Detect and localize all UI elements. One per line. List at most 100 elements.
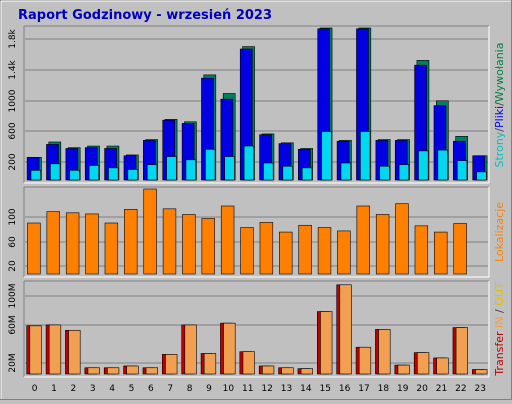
bar-transfer-out xyxy=(165,354,178,375)
x-tick-label: 6 xyxy=(148,384,154,394)
y-tick-label: 20M xyxy=(8,353,18,372)
y-tick-label: 60 xyxy=(8,236,18,248)
bar-strony xyxy=(108,167,119,181)
bar-transfer-out xyxy=(223,322,236,375)
bar-transfer-out xyxy=(29,325,42,375)
side-label-part: IN xyxy=(493,316,506,331)
x-tick-label: 14 xyxy=(300,384,312,394)
side-label-part: / xyxy=(493,128,506,132)
x-tick-label: 3 xyxy=(90,384,96,394)
x-tick-label: 1 xyxy=(51,384,57,394)
bar-strony xyxy=(185,159,196,181)
side-label-part: Strony xyxy=(493,131,506,167)
panel-2: 20 60 100 xyxy=(8,186,490,278)
bar-lokalizacje xyxy=(104,222,119,275)
x-tick-label: 5 xyxy=(129,384,135,394)
y-tick-label: 1000 xyxy=(8,89,18,112)
bar-transfer-out xyxy=(184,324,197,375)
chart-title: Raport Godzinowy - wrzesień 2023 xyxy=(18,8,272,23)
x-tick-label: 7 xyxy=(167,384,173,394)
bar-lokalizacje xyxy=(298,224,312,275)
bar-lokalizacje xyxy=(240,227,254,275)
bar-lokalizacje xyxy=(395,203,409,275)
bar-transfer-out xyxy=(417,352,430,375)
y-tick-label: 200 xyxy=(8,153,18,170)
bar-transfer-out xyxy=(68,329,81,375)
bar-transfer-out xyxy=(397,364,410,375)
bar-transfer-out xyxy=(320,311,333,375)
bar-lokalizacje xyxy=(356,205,370,275)
bar-transfer-out xyxy=(281,367,294,375)
panel-background xyxy=(24,26,489,183)
bar-transfer-out xyxy=(378,329,391,375)
bar-strony xyxy=(224,156,235,181)
panel-3: 20M 60M 100M xyxy=(8,280,490,378)
bar-strony xyxy=(476,171,487,181)
x-tick-label: 10 xyxy=(223,384,235,394)
bar-lokalizacje xyxy=(182,214,196,275)
x-tick-label: 18 xyxy=(378,384,390,394)
bar-transfer-out xyxy=(203,353,217,375)
y-tick-label: 100M xyxy=(8,284,18,309)
x-tick-label: 19 xyxy=(397,384,409,394)
bar-strony xyxy=(301,167,313,181)
x-tick-label: 2 xyxy=(71,384,77,394)
side-label-bottom: Transfer IN / OUT xyxy=(493,282,506,377)
bar-lokalizacje xyxy=(317,227,332,275)
x-axis: 0 1 2 3 4 5 6 7 8 9 10 11 12 13 14 15 16 17 18 19 20 21 22 23 xyxy=(32,384,486,394)
side-label-part: Pliki xyxy=(493,106,506,128)
bar-transfer-out xyxy=(48,324,62,375)
side-label-part: / xyxy=(493,102,506,106)
x-tick-label: 20 xyxy=(416,384,428,394)
side-label-top: Strony/Pliki/Wywołania xyxy=(493,43,506,168)
side-label-part: Wywołania xyxy=(493,43,506,103)
bar-strony xyxy=(456,160,468,181)
bar-transfer-out xyxy=(87,367,100,375)
x-tick-label: 11 xyxy=(242,384,253,394)
bar-strony xyxy=(205,148,216,181)
bar-strony xyxy=(360,131,371,181)
bar-strony xyxy=(398,164,410,181)
x-tick-label: 16 xyxy=(339,384,351,394)
side-label-part: / xyxy=(493,306,506,317)
bar-transfer-out xyxy=(475,369,488,375)
side-label-part: OUT xyxy=(493,282,506,306)
x-tick-label: 12 xyxy=(261,384,272,394)
y-tick-label: 1.8k xyxy=(8,28,18,48)
bar-strony xyxy=(30,169,41,181)
bar-transfer-out xyxy=(436,357,449,375)
bar-transfer-out xyxy=(300,368,313,375)
bar-lokalizacje xyxy=(46,211,60,275)
y-tick-label: 20 xyxy=(8,260,18,272)
bar-strony xyxy=(379,165,390,181)
bar-lokalizacje xyxy=(434,231,448,275)
x-tick-label: 17 xyxy=(358,384,369,394)
bar-transfer-out xyxy=(242,351,255,375)
bar-lokalizacje xyxy=(27,222,41,275)
bar-strony xyxy=(418,150,429,181)
panel-background xyxy=(24,281,489,377)
y-tick-label: 60M xyxy=(8,315,18,334)
bar-lokalizacje xyxy=(279,231,293,275)
bar-lokalizacje xyxy=(453,223,467,275)
x-tick-label: 9 xyxy=(206,384,212,394)
bar-transfer-out xyxy=(339,284,352,375)
bar-lokalizacje xyxy=(414,225,429,275)
x-tick-label: 21 xyxy=(436,384,447,394)
side-label-part: Transfer xyxy=(493,331,506,377)
x-tick-label: 0 xyxy=(32,384,38,394)
bar-transfer-out xyxy=(358,346,372,375)
bar-lokalizacje xyxy=(124,209,138,275)
bar-transfer-out xyxy=(262,365,275,375)
bar-transfer-out xyxy=(126,365,139,375)
bar-strony xyxy=(69,169,80,181)
bar-lokalizacje xyxy=(143,188,157,275)
x-tick-label: 23 xyxy=(475,384,486,394)
x-tick-label: 8 xyxy=(187,384,193,394)
y-tick-label: 1.4k xyxy=(8,59,18,79)
bar-lokalizacje xyxy=(337,230,351,275)
bar-transfer-out xyxy=(107,367,120,375)
bar-strony xyxy=(282,165,293,181)
y-tick-label: 100 xyxy=(8,208,18,225)
